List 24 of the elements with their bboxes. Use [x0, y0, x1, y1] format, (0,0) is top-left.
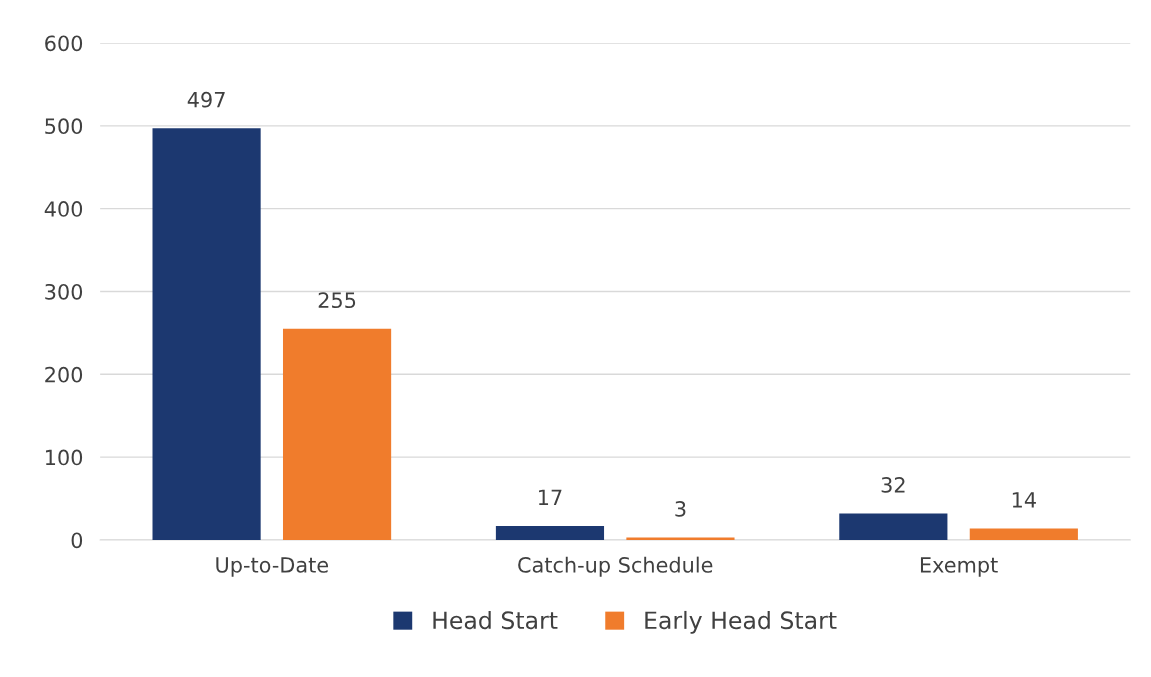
x-tick-label: Up-to-Date — [216, 557, 329, 577]
data-label: 14 — [1012, 492, 1036, 508]
x-tick-label: Exempt — [920, 557, 998, 577]
data-label: 255 — [318, 292, 356, 309]
y-tick-label: 300 — [45, 283, 83, 300]
y-tick-label: 0 — [71, 532, 83, 549]
bar — [495, 525, 605, 540]
data-label: 3 — [675, 501, 686, 517]
y-tick-label: 400 — [44, 201, 83, 217]
bar — [282, 328, 392, 540]
y-tick-label: 600 — [45, 35, 83, 52]
y-tick-label: 200 — [45, 366, 83, 383]
y-tick-label: 500 — [45, 118, 83, 135]
bar — [839, 513, 948, 540]
data-label: 17 — [539, 489, 562, 505]
bar — [626, 537, 735, 540]
bar — [152, 128, 261, 540]
x-tick-label: Catch-up Schedule — [518, 556, 713, 577]
legend-label: Early Head Start — [645, 610, 837, 634]
data-label: 32 — [881, 477, 905, 493]
y-tick-label: 100 — [45, 449, 83, 466]
data-label: 497 — [187, 91, 225, 108]
bar — [969, 528, 1078, 540]
legend-label: Head Start — [433, 610, 558, 630]
